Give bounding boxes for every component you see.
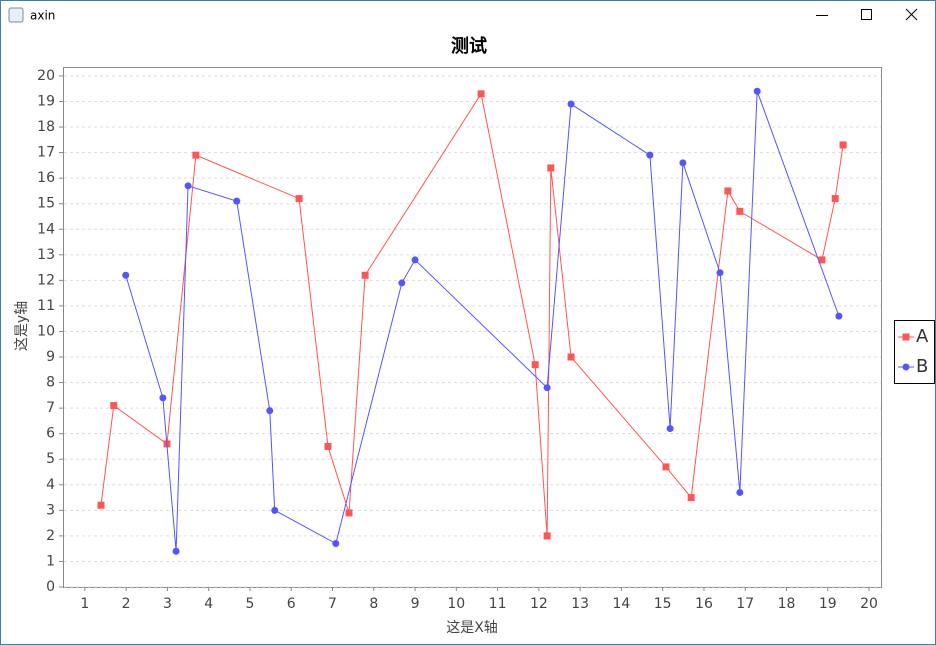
- data-point: [753, 87, 761, 95]
- data-point: [543, 384, 551, 392]
- window-title: axin: [30, 9, 55, 23]
- x-tick-label: 4: [204, 596, 213, 612]
- x-tick-label: 20: [860, 596, 878, 612]
- x-tick-label: 8: [369, 596, 378, 612]
- y-tick-label: 2: [46, 528, 55, 544]
- x-tick-label: 12: [530, 596, 548, 612]
- legend-label: B: [916, 356, 928, 377]
- title-bar: [1, 1, 935, 30]
- y-tick-label: 11: [37, 298, 55, 314]
- data-point: [687, 494, 695, 502]
- x-tick-label: 15: [654, 596, 672, 612]
- x-axis-label: 这是X轴: [446, 619, 498, 636]
- data-point: [324, 442, 332, 450]
- data-point: [184, 182, 192, 190]
- data-point: [646, 151, 654, 159]
- y-tick-label: 12: [37, 272, 55, 288]
- y-tick-label: 9: [46, 349, 55, 365]
- data-point: [531, 361, 539, 369]
- y-tick-label: 10: [37, 323, 55, 339]
- y-tick-label: 18: [37, 119, 55, 135]
- data-point: [666, 425, 674, 433]
- y-tick-label: 4: [46, 477, 55, 493]
- y-tick-label: 5: [46, 451, 55, 467]
- x-tick-label: 5: [245, 596, 254, 612]
- x-tick-label: 13: [571, 596, 589, 612]
- data-point: [97, 501, 105, 509]
- y-tick-label: 7: [46, 400, 55, 416]
- x-tick-label: 1: [80, 596, 89, 612]
- x-tick-label: 14: [612, 596, 630, 612]
- data-point: [192, 151, 200, 159]
- data-point: [159, 394, 167, 402]
- data-point: [110, 402, 118, 410]
- y-tick-label: 17: [37, 145, 55, 161]
- legend-label: A: [916, 326, 929, 347]
- data-point: [716, 269, 724, 277]
- data-point: [266, 407, 274, 415]
- legend: [894, 320, 935, 384]
- y-tick-label: 16: [37, 170, 55, 186]
- plot-area: [63, 67, 882, 588]
- x-tick-label: 16: [695, 596, 713, 612]
- legend-marker: [902, 363, 910, 371]
- data-point: [662, 463, 670, 471]
- data-point: [172, 547, 180, 555]
- x-tick-label: 18: [778, 596, 796, 612]
- data-point: [818, 256, 826, 264]
- data-point: [345, 509, 353, 517]
- data-point: [233, 197, 241, 205]
- y-tick-label: 20: [37, 68, 55, 84]
- x-tick-label: 3: [163, 596, 172, 612]
- x-tick-label: 6: [287, 596, 296, 612]
- data-point: [736, 488, 744, 496]
- x-tick-label: 19: [819, 596, 837, 612]
- data-point: [398, 279, 406, 287]
- x-tick-label: 9: [411, 596, 420, 612]
- y-tick-label: 8: [46, 375, 55, 391]
- data-point: [477, 90, 485, 98]
- x-tick-label: 11: [489, 596, 507, 612]
- legend-marker: [902, 333, 910, 341]
- chart-title: 测试: [451, 35, 487, 57]
- data-point: [567, 353, 575, 361]
- y-tick-label: 6: [46, 426, 55, 442]
- data-point: [567, 100, 575, 108]
- data-point: [411, 256, 419, 264]
- data-point: [295, 195, 303, 203]
- data-point: [839, 141, 847, 149]
- data-point: [679, 159, 687, 167]
- y-tick-label: 1: [46, 553, 55, 569]
- x-tick-label: 2: [122, 596, 131, 612]
- data-point: [543, 532, 551, 540]
- data-point: [361, 271, 369, 279]
- data-point: [271, 506, 279, 514]
- data-point: [736, 207, 744, 215]
- y-tick-label: 0: [46, 579, 55, 595]
- x-tick-label: 7: [328, 596, 337, 612]
- data-point: [835, 312, 843, 320]
- close-button[interactable]: [905, 8, 918, 21]
- y-tick-label: 13: [37, 247, 55, 263]
- y-tick-label: 15: [37, 196, 55, 212]
- x-tick-label: 17: [736, 596, 754, 612]
- maximize-button[interactable]: [861, 9, 872, 20]
- y-tick-label: 3: [46, 502, 55, 518]
- data-point: [122, 271, 130, 279]
- data-point: [547, 164, 555, 172]
- y-axis-label: 这是y轴: [13, 301, 30, 351]
- y-tick-label: 14: [37, 221, 55, 237]
- x-tick-label: 10: [447, 596, 465, 612]
- data-point: [332, 540, 340, 548]
- app-icon: [8, 7, 24, 23]
- data-point: [831, 195, 839, 203]
- y-tick-label: 19: [37, 93, 55, 109]
- data-point: [724, 187, 732, 195]
